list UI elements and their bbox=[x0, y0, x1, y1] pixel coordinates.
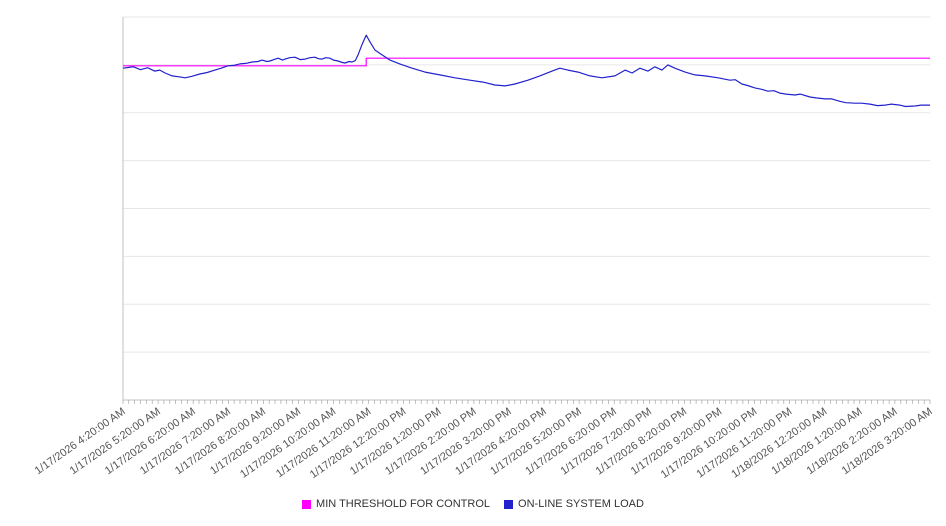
legend-item[interactable]: ON-LINE SYSTEM LOAD bbox=[504, 498, 644, 510]
legend: MIN THRESHOLD FOR CONTROL ON-LINE SYSTEM … bbox=[0, 494, 946, 514]
legend-item[interactable]: MIN THRESHOLD FOR CONTROL bbox=[302, 498, 490, 510]
legend-label: ON-LINE SYSTEM LOAD bbox=[518, 498, 644, 510]
series-line-min-threshold-for-control bbox=[123, 57, 930, 67]
legend-swatch-icon bbox=[504, 499, 514, 509]
legend-swatch-icon bbox=[302, 499, 312, 509]
legend-label: MIN THRESHOLD FOR CONTROL bbox=[316, 498, 491, 510]
series-line-on-line-system-load bbox=[122, 34, 930, 108]
